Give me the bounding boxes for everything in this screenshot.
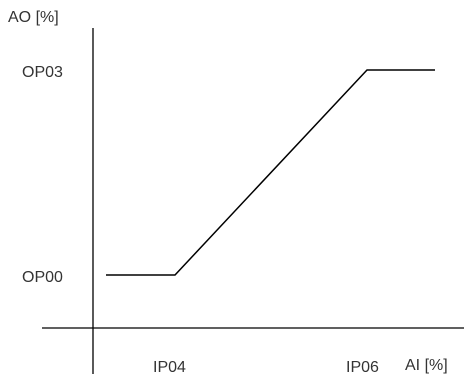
x-tick-label-ip04: IP04 [153,359,186,374]
characteristic-curve [106,69,435,276]
x-tick-label-ip06: IP06 [346,359,379,374]
y-axis-label: AO [%] [8,9,59,26]
x-axis-label: AI [%] [405,357,448,374]
y-tick-label-op03: OP03 [22,64,63,81]
y-tick-label-op00: OP00 [22,269,63,286]
